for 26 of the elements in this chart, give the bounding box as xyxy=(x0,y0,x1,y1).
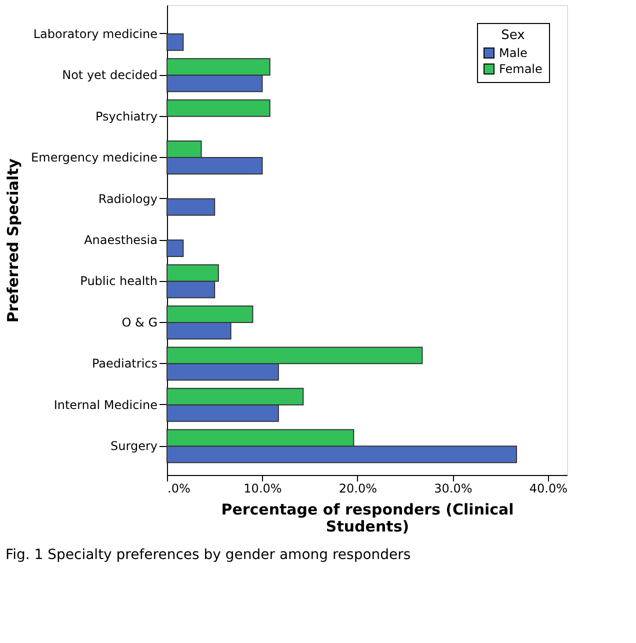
bar xyxy=(166,33,184,51)
y-tick-label: Paediatrics xyxy=(92,356,158,371)
x-tick-label: 10.0% xyxy=(244,482,282,496)
x-tick-label: 30.0% xyxy=(434,482,472,496)
x-axis-title: Percentage of responders (Clinical Students) xyxy=(221,500,514,536)
bar xyxy=(166,99,270,117)
legend-label: Female xyxy=(499,62,542,76)
legend-title: Sex xyxy=(501,28,526,43)
y-tick-label: O & G xyxy=(122,315,158,330)
y-tick-label: Psychiatry xyxy=(95,109,158,124)
x-tick-label: 20.0% xyxy=(338,482,378,496)
y-tick-label: Surgery xyxy=(110,439,158,454)
y-tick-label: Public health xyxy=(80,274,158,288)
caption: Fig. 1 Specialty preferences by gender among responders xyxy=(6,547,411,563)
bar xyxy=(166,240,184,257)
legend-label: Male xyxy=(499,46,528,60)
x-tick-label: .0% xyxy=(168,482,190,496)
y-tick-label: Emergency medicine xyxy=(31,150,158,165)
y-tick-label: Anaesthesia xyxy=(84,233,158,247)
y-axis-title: Preferred Specialty xyxy=(4,158,22,323)
y-tick-label: Not yet decided xyxy=(62,68,158,82)
x-tick-label: 40.0% xyxy=(529,482,568,496)
y-tick-label: Internal Medicine xyxy=(54,398,158,412)
bar xyxy=(166,198,216,216)
y-tick-label: Laboratory medicine xyxy=(33,26,158,41)
y-tick-label: Radiology xyxy=(98,192,158,206)
